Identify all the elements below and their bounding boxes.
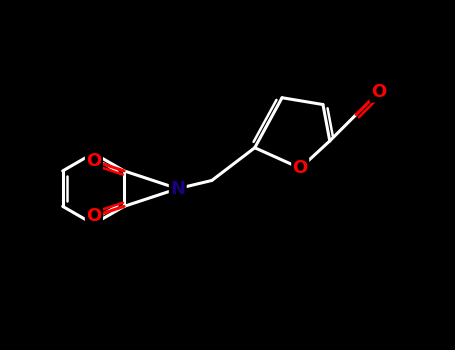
Text: O: O [86,152,101,170]
Text: O: O [86,207,101,225]
Text: O: O [371,83,386,101]
Text: N: N [170,180,185,198]
Text: O: O [293,159,308,177]
